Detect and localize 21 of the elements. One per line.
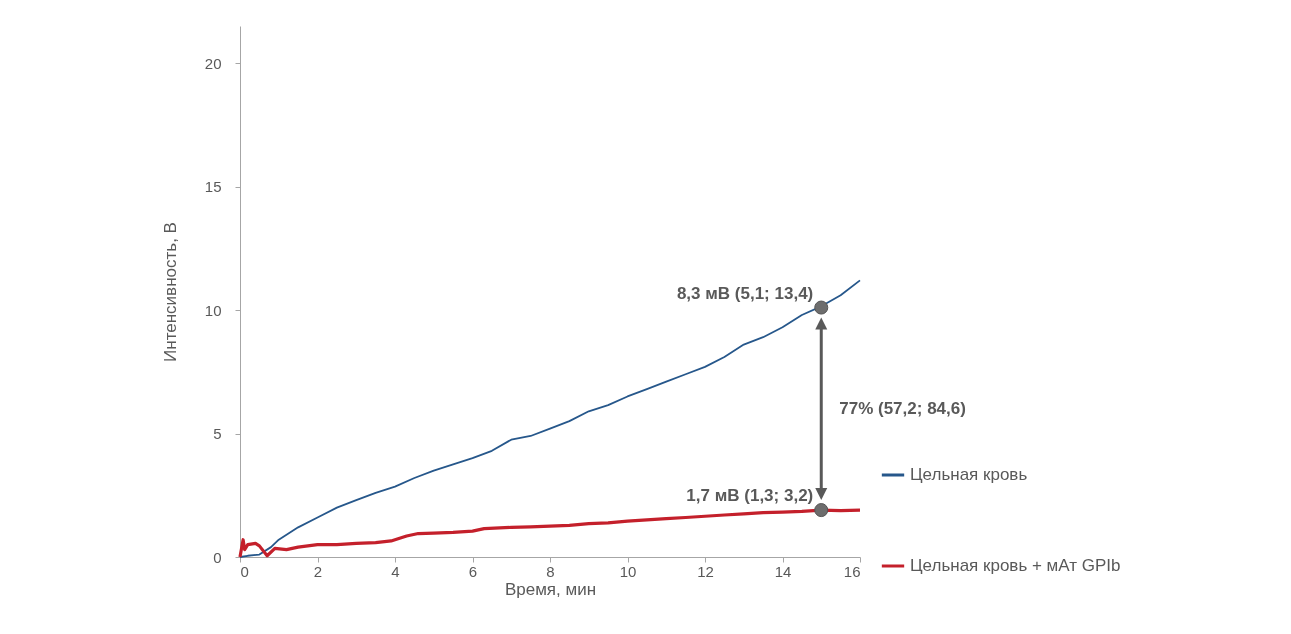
x-tick-label: 14 (774, 562, 792, 580)
annotation: 8,3 мВ (5,1; 13,4) (676, 283, 814, 303)
x-tick-label: 8 (546, 562, 555, 580)
annotation: 1,7 мВ (1,3; 3,2) (686, 486, 814, 506)
x-tick-label: 6 (468, 562, 478, 580)
x-tick-label: 10 (619, 562, 637, 580)
x-axis-title: Время, мин (504, 579, 597, 599)
y-tick-label: 20 (204, 54, 222, 72)
x-tick-label: 4 (391, 562, 400, 580)
y-tick-label: 0 (213, 548, 222, 566)
legend-label: Цельная кровь + мАт GPIb (910, 556, 1121, 575)
x-tick-label: 12 (697, 562, 714, 580)
y-tick-label: 15 (204, 178, 222, 196)
x-tick-label: 16 (843, 562, 861, 580)
y-axis-title: Интенсивность, В (160, 222, 180, 362)
y-tick-label: 10 (204, 301, 222, 319)
x-tick-label: 0 (240, 562, 249, 580)
annotation: 77% (57,2; 84,6) (839, 398, 966, 418)
legend-label: Цельная кровь (910, 465, 1028, 484)
y-tick-label: 5 (213, 425, 222, 443)
x-tick-label: 2 (313, 562, 323, 580)
